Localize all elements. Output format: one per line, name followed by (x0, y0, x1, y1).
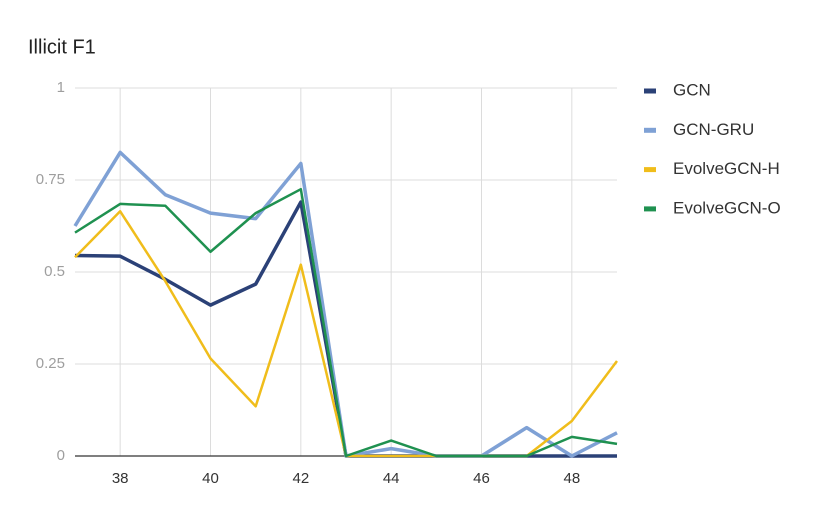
line-series (74, 200, 617, 458)
legend-swatch (644, 167, 656, 173)
legend-label: EvolveGCN-H (673, 159, 780, 178)
y-tick-label: 0 (57, 447, 65, 464)
x-tick-label: 40 (202, 470, 219, 487)
legend-swatch (644, 127, 656, 133)
legend-swatch (644, 206, 656, 212)
line-series (74, 187, 618, 458)
x-tick-label: 38 (112, 470, 129, 487)
x-tick-label: 44 (383, 470, 400, 487)
legend-label: EvolveGCN-O (673, 198, 781, 217)
legend-swatch (644, 88, 656, 94)
legend-label: GCN-GRU (673, 120, 754, 139)
x-tick-label: 46 (473, 470, 490, 487)
chart-title: Illicit F1 (28, 36, 96, 58)
x-tick-label: 42 (292, 470, 309, 487)
y-tick-label: 0.75 (36, 171, 65, 188)
line-series (74, 210, 618, 458)
line-series (73, 150, 618, 458)
y-tick-label: 0.25 (36, 355, 65, 372)
y-tick-label: 0.5 (44, 263, 65, 280)
y-tick-label: 1 (57, 79, 65, 96)
legend-label: GCN (673, 80, 711, 99)
x-tick-label: 48 (563, 470, 580, 487)
